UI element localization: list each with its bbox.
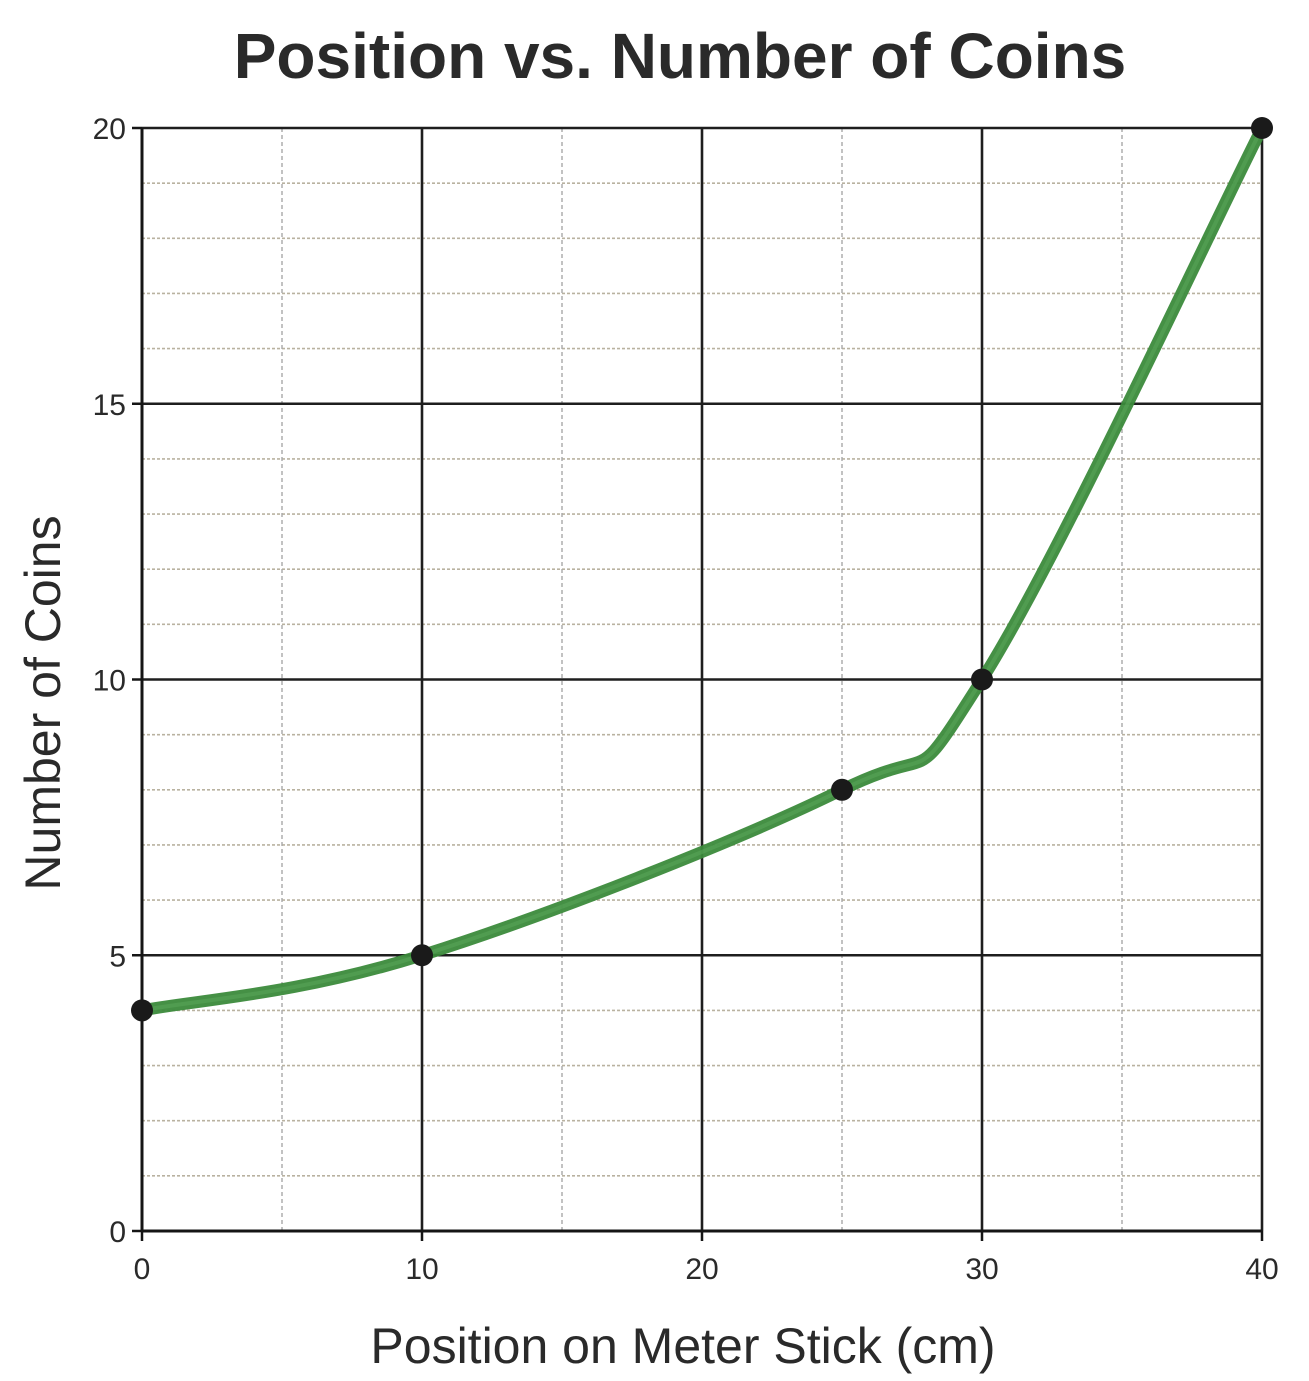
y-tick-label: 10 — [93, 665, 126, 698]
y-tick-label: 0 — [109, 1216, 126, 1249]
x-tick-labels: 0 10 20 30 40 — [134, 1253, 1279, 1286]
x-tick-label: 20 — [685, 1253, 718, 1286]
y-tick-labels: 0 5 10 15 20 — [93, 113, 126, 1249]
y-tick-label: 15 — [93, 389, 126, 422]
series-layer — [131, 117, 1273, 1022]
data-point — [971, 668, 993, 691]
y-tick-label: 20 — [93, 113, 126, 146]
y-axis-label: Number of Coins — [15, 515, 71, 890]
x-tick-label: 40 — [1245, 1253, 1278, 1286]
series-line-highlight — [140, 126, 1264, 1013]
x-tick-label: 30 — [965, 1253, 998, 1286]
x-tick-label: 0 — [134, 1253, 151, 1286]
axes — [132, 126, 1264, 1241]
x-axis-label: Position on Meter Stick (cm) — [370, 1318, 995, 1374]
chart-title: Position vs. Number of Coins — [234, 20, 1127, 92]
data-point — [411, 944, 433, 967]
data-point — [1251, 117, 1273, 139]
data-point — [131, 999, 153, 1022]
y-tick-label: 5 — [109, 940, 126, 973]
x-tick-label: 10 — [405, 1253, 438, 1286]
data-point — [831, 778, 853, 801]
